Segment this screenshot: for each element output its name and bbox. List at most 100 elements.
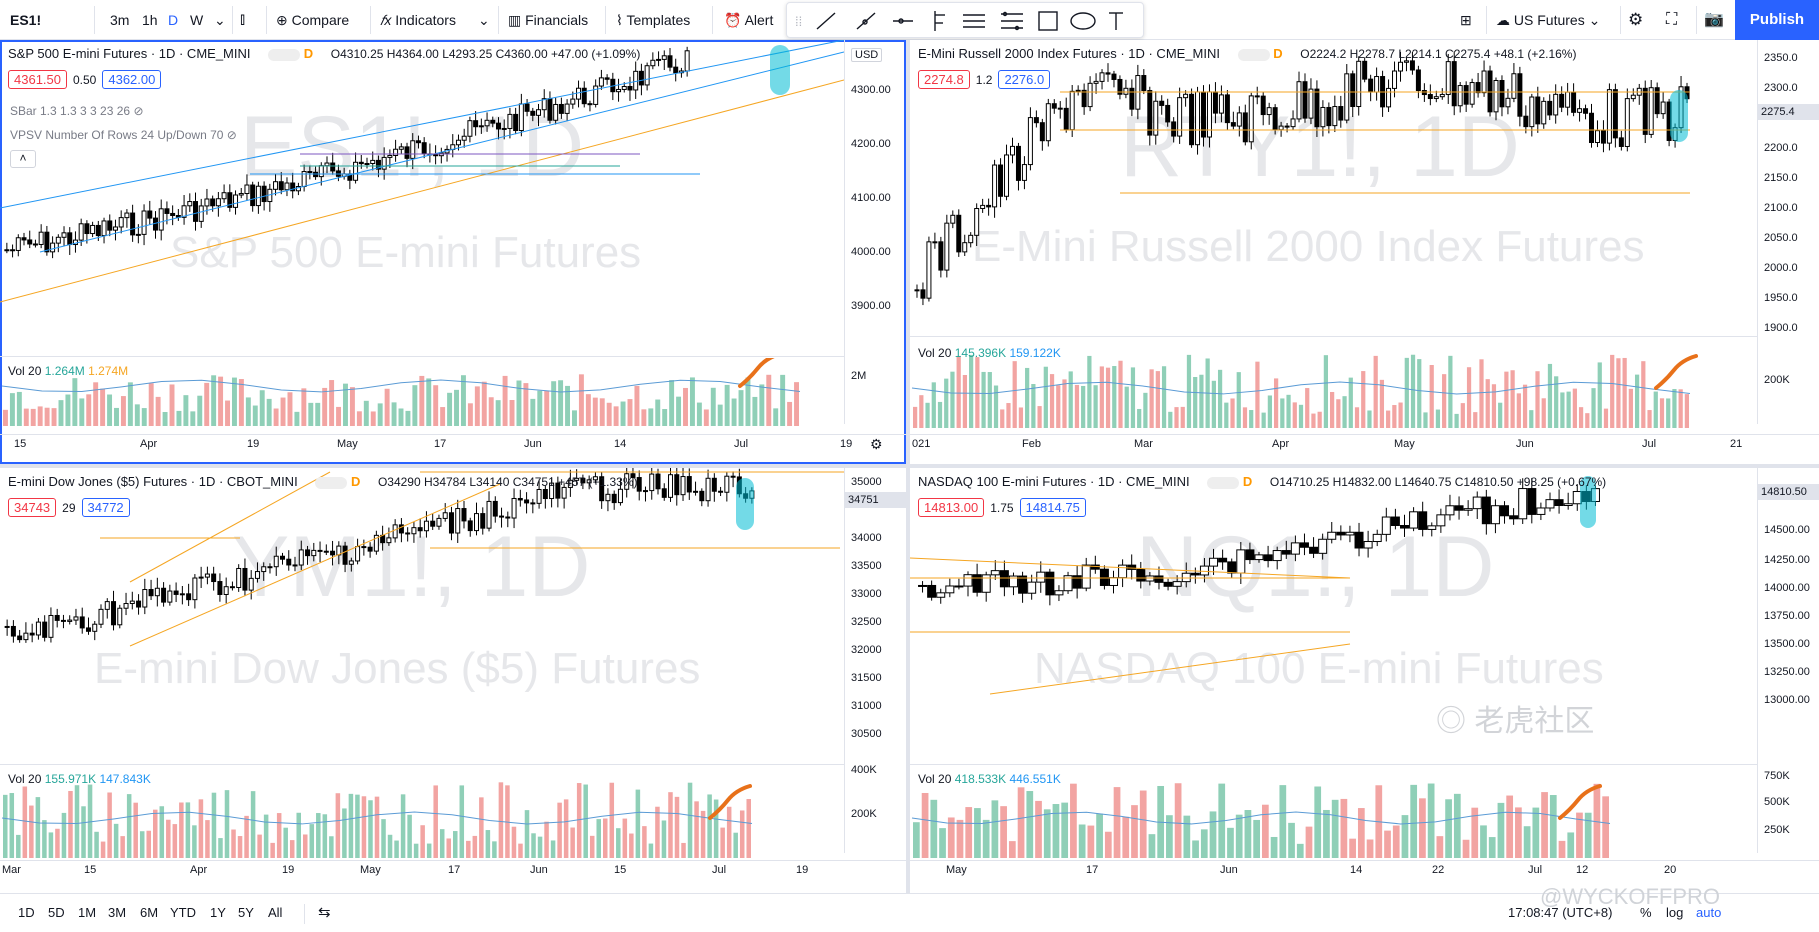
buy-price-button[interactable]: 34772 bbox=[81, 498, 130, 517]
camera-snapshot-icon[interactable]: 📷 bbox=[1704, 11, 1724, 28]
range-1y[interactable]: 1Y bbox=[210, 905, 226, 920]
pane-divider[interactable] bbox=[0, 764, 844, 765]
templates-button[interactable]: ⌇ Templates bbox=[616, 8, 690, 32]
interval-d[interactable]: D bbox=[168, 12, 179, 28]
volume-label[interactable]: Vol 20 bbox=[8, 364, 42, 378]
buy-price-button[interactable]: 2276.0 bbox=[998, 70, 1051, 89]
time-axis[interactable]: 021 Feb Mar Apr May Jun Jul 21 bbox=[910, 434, 1819, 454]
buy-price-button[interactable]: 14814.75 bbox=[1019, 498, 1086, 517]
time-axis[interactable]: Mar 15 Apr 19 May 17 Jun 15 Jul 19 bbox=[0, 860, 906, 880]
candle-type-icon[interactable]: ⫾ bbox=[240, 11, 246, 28]
volume-bar bbox=[1081, 385, 1086, 428]
settings-gear-icon[interactable]: ⚙ bbox=[1628, 10, 1644, 29]
range-1d[interactable]: 1D bbox=[18, 905, 35, 920]
visibility-toggle-icon[interactable] bbox=[315, 476, 348, 489]
sell-price-button[interactable]: 14813.00 bbox=[918, 498, 985, 517]
price-chart-es[interactable] bbox=[0, 40, 844, 370]
collapse-chevron-icon[interactable]: ˄ bbox=[10, 150, 36, 168]
price-axis[interactable]: 2350.0 2300.0 2200.0 2150.0 2100.0 2050.… bbox=[1757, 40, 1819, 424]
chart-panel-nq[interactable]: NQ1!, 1D NASDAQ 100 E-mini Futures NASDA… bbox=[910, 468, 1819, 893]
interval-3m[interactable]: 3m bbox=[110, 12, 130, 28]
range-6m[interactable]: 6M bbox=[140, 905, 159, 920]
symbol-title[interactable]: E-Mini Russell 2000 Index Futures · 1D ·… bbox=[918, 46, 1220, 61]
price-chart-rty[interactable] bbox=[910, 40, 1757, 340]
publish-button[interactable]: Publish bbox=[1735, 0, 1819, 40]
candle-body bbox=[117, 607, 123, 626]
visibility-toggle-icon[interactable] bbox=[1237, 48, 1270, 61]
visibility-toggle-icon[interactable] bbox=[1207, 476, 1240, 489]
axis-settings-gear-icon[interactable]: ⚙ bbox=[870, 436, 883, 452]
time-axis[interactable]: May 17 Jun 14 22 Jul 12 20 bbox=[910, 860, 1819, 880]
volume-bar bbox=[231, 829, 236, 858]
pane-divider[interactable] bbox=[0, 356, 844, 357]
candle-body bbox=[1072, 575, 1082, 589]
interval-dropdown-icon[interactable]: ⌄ bbox=[214, 12, 226, 28]
visibility-toggle-icon[interactable] bbox=[268, 48, 301, 61]
buy-price-button[interactable]: 4362.00 bbox=[102, 70, 162, 89]
symbol-title[interactable]: NASDAQ 100 E-mini Futures · 1D · CME_MIN… bbox=[918, 474, 1190, 489]
chart-panel-rty[interactable]: RTY1!, 1D E-Mini Russell 2000 Index Futu… bbox=[910, 40, 1819, 464]
candle-body bbox=[1224, 94, 1230, 124]
interval-w[interactable]: W bbox=[190, 12, 204, 28]
volume-label[interactable]: Vol 20 bbox=[8, 772, 42, 786]
log-scale-toggle[interactable]: log bbox=[1666, 905, 1684, 920]
watermark-name: E-mini Dow Jones ($5) Futures bbox=[94, 644, 701, 693]
symbol-title[interactable]: S&P 500 E-mini Futures · 1D · CME_MINI bbox=[8, 46, 251, 61]
sell-price-button[interactable]: 4361.50 bbox=[8, 70, 67, 89]
alert-button[interactable]: ⏰ Alert bbox=[724, 8, 773, 32]
chart-panel-es[interactable]: ES1!, 1D S&P 500 E-mini Futures S&P 500 … bbox=[0, 40, 906, 464]
panel-divider-horizontal[interactable] bbox=[0, 464, 1819, 468]
watchlist-button[interactable]: ☁ US Futures ⌄ bbox=[1496, 12, 1601, 28]
chart-panel-ym[interactable]: YM1!, 1D E-mini Dow Jones ($5) Futures E… bbox=[0, 468, 906, 893]
layout-icon[interactable]: ⊞ bbox=[1460, 12, 1472, 28]
price-axis[interactable]: 14500.00 14250.00 14000.00 13750.00 1350… bbox=[1757, 468, 1819, 853]
price-axis[interactable]: 35000 34000 33500 33000 32500 32000 3150… bbox=[844, 468, 906, 853]
volume-chart-ym[interactable] bbox=[0, 766, 844, 858]
volume-bar bbox=[1485, 379, 1490, 428]
volume-chart-nq[interactable] bbox=[910, 766, 1757, 858]
candle-body bbox=[1129, 87, 1135, 110]
candle-body bbox=[90, 224, 96, 235]
financials-button[interactable]: ▥ Financials bbox=[508, 8, 588, 32]
indicators-button[interactable]: 𝑓x Indicators bbox=[380, 8, 456, 32]
eye-off-icon[interactable]: ⊘ bbox=[133, 104, 144, 118]
candle-body bbox=[85, 627, 91, 632]
range-5y[interactable]: 5Y bbox=[238, 905, 254, 920]
fullscreen-icon[interactable]: ⛶ bbox=[1666, 11, 1678, 28]
eye-off-icon[interactable]: ⊘ bbox=[226, 128, 237, 142]
volume-chart-es[interactable] bbox=[0, 358, 844, 426]
currency-label[interactable]: USD bbox=[851, 48, 883, 62]
range-1m[interactable]: 1M bbox=[78, 905, 97, 920]
indicators-dropdown-icon[interactable]: ⌄ bbox=[478, 12, 490, 28]
auto-scale-toggle[interactable]: auto bbox=[1696, 905, 1722, 920]
symbol-title[interactable]: E-mini Dow Jones ($5) Futures · 1D · CBO… bbox=[8, 474, 298, 489]
goto-date-icon[interactable]: ⇆ bbox=[318, 904, 331, 921]
range-3m[interactable]: 3M bbox=[108, 905, 127, 920]
financials-icon: ▥ bbox=[508, 12, 526, 28]
range-all[interactable]: All bbox=[268, 905, 283, 920]
compare-button[interactable]: ⊕ Compare bbox=[276, 8, 349, 32]
sell-price-button[interactable]: 2274.8 bbox=[918, 70, 970, 89]
indicator-sbar[interactable]: SBar 1.3 1.3 3 3 23 26 ⊘ bbox=[10, 104, 144, 118]
candle-body bbox=[311, 549, 317, 557]
clock-time[interactable]: 17:08:47 (UTC+8) bbox=[1508, 905, 1613, 920]
percent-scale-toggle[interactable]: % bbox=[1640, 905, 1652, 920]
volume-label[interactable]: Vol 20 bbox=[918, 346, 952, 360]
time-axis[interactable]: 15 Apr 19 May 17 Jun 14 Jul 19 ⚙ bbox=[0, 434, 906, 454]
range-5d[interactable]: 5D bbox=[48, 905, 65, 920]
candle-body bbox=[1547, 100, 1553, 116]
volume-bar bbox=[205, 820, 210, 858]
candle-body bbox=[370, 159, 376, 165]
price-chart-ym[interactable] bbox=[0, 468, 844, 768]
price-axis[interactable]: USD 4300.00 4200.00 4100.00 4000.00 3900… bbox=[844, 40, 906, 424]
pane-divider[interactable] bbox=[910, 336, 1757, 337]
volume-label[interactable]: Vol 20 bbox=[918, 772, 952, 786]
interval-1h[interactable]: 1h bbox=[142, 12, 158, 28]
indicator-vpsv[interactable]: VPSV Number Of Rows 24 Up/Down 70 ⊘ bbox=[10, 128, 237, 142]
volume-chart-rty[interactable] bbox=[910, 338, 1757, 428]
sell-price-button[interactable]: 34743 bbox=[8, 498, 57, 517]
range-ytd[interactable]: YTD bbox=[170, 905, 196, 920]
symbol-search[interactable]: ES1! bbox=[10, 12, 42, 28]
pane-divider[interactable] bbox=[910, 764, 1757, 765]
price-chart-nq[interactable] bbox=[910, 468, 1757, 768]
